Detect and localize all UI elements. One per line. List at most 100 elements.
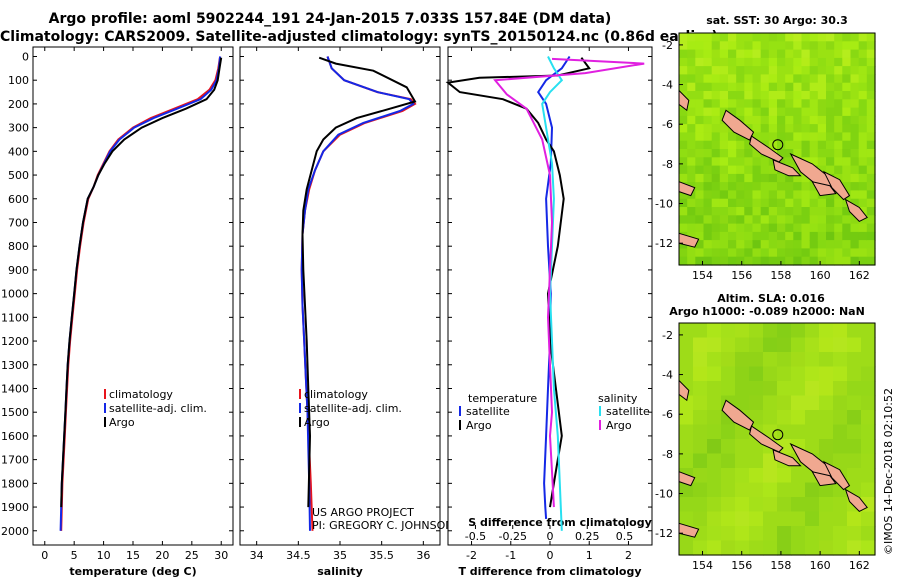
heatmap-cell <box>809 182 819 191</box>
heatmap-cell <box>833 395 848 411</box>
heatmap-cell <box>752 190 762 200</box>
island-land <box>772 449 802 467</box>
heatmap-cell <box>763 323 778 339</box>
heatmap-cell <box>679 140 688 150</box>
heatmap-cell <box>777 323 792 339</box>
heatmap-cell <box>861 395 876 411</box>
heatmap-cell <box>842 74 852 84</box>
heatmap-cell <box>744 49 754 59</box>
heatmap-cell <box>736 223 745 233</box>
heatmap-cell <box>760 207 770 216</box>
heatmap-cell <box>785 173 794 183</box>
heatmap-cell <box>711 190 721 200</box>
map-subtitle: Argo h1000: -0.089 h2000: NaN <box>669 305 865 318</box>
heatmap-cell <box>785 223 794 233</box>
heatmap-cell <box>736 49 745 59</box>
heatmap-cell <box>719 66 729 75</box>
heatmap-cell <box>819 526 834 542</box>
x-axis-label: salinity <box>317 565 363 578</box>
heatmap-cell <box>735 453 750 469</box>
heatmap-cell <box>744 207 754 216</box>
heatmap-cell <box>819 352 834 368</box>
heatmap-cell <box>850 248 860 258</box>
heatmap-cell <box>728 240 737 249</box>
heatmap-cell <box>744 33 754 42</box>
heatmap-cell <box>777 231 786 241</box>
heatmap-cell <box>847 410 862 426</box>
heatmap-cell <box>679 33 688 42</box>
x-tick-label: 25 <box>185 549 199 562</box>
heatmap-cell <box>744 57 754 67</box>
series-line-satellite-adj-clim- <box>300 56 415 531</box>
heatmap-cell <box>842 115 852 125</box>
heatmap-cell <box>736 198 745 208</box>
heatmap-cell <box>760 198 770 208</box>
heatmap-cell <box>866 190 876 200</box>
heatmap-cell <box>679 115 688 125</box>
heatmap-cell <box>858 99 868 109</box>
heatmap-cell <box>763 468 778 484</box>
heatmap-cell <box>866 157 876 167</box>
heatmap-cell <box>736 157 745 167</box>
heatmap-cell <box>819 439 834 455</box>
heatmap-cell <box>866 33 876 42</box>
heatmap-cell <box>866 115 876 125</box>
heatmap-cell <box>826 231 835 241</box>
heatmap-cell <box>777 41 786 51</box>
heatmap-cell <box>801 248 811 258</box>
heatmap-cell <box>866 256 876 266</box>
heatmap-cell <box>785 99 794 109</box>
heatmap-cell <box>858 223 868 233</box>
sla-map-panel: 154 156 158 160 162 -2 -4 -6 -8 -10 -12 Altim. SLA:… <box>655 292 876 572</box>
heatmap-cell <box>693 352 708 368</box>
heatmap-cell <box>768 231 778 241</box>
heatmap-cell <box>707 381 722 397</box>
heatmap-cell <box>693 497 708 513</box>
heatmap-cell <box>866 132 876 142</box>
heatmap-cell <box>752 240 762 249</box>
heatmap-cell <box>763 497 778 513</box>
heatmap-cell <box>695 182 705 191</box>
heatmap-cell <box>819 381 834 397</box>
heatmap-cell <box>777 352 792 368</box>
heatmap-cell <box>826 107 835 117</box>
heatmap-cell <box>687 256 696 266</box>
heatmap-cell <box>858 132 868 142</box>
heatmap-cell <box>847 526 862 542</box>
argo-location-marker <box>772 139 784 151</box>
heatmap-cell <box>858 57 868 67</box>
heatmap-cell <box>752 49 762 59</box>
heatmap-cell <box>695 231 705 241</box>
heatmap-cell <box>785 215 794 225</box>
heatmap-cells <box>679 33 876 266</box>
heatmap-cell <box>768 49 778 59</box>
heatmap-cell <box>777 66 786 75</box>
heatmap-cell <box>687 124 696 133</box>
heatmap-cell <box>847 511 862 527</box>
heatmap-cell <box>744 66 754 75</box>
heatmap-cell <box>693 511 708 527</box>
heatmap-cell <box>850 173 860 183</box>
heatmap-cell <box>785 256 794 266</box>
x-tick-label: 35.5 <box>369 549 394 562</box>
heatmap-cell <box>801 190 811 200</box>
legend-entry: satellite <box>606 405 650 418</box>
heatmap-cell <box>791 540 806 556</box>
heatmap-cell <box>793 41 803 51</box>
x2-tick-label: 0 <box>547 530 554 543</box>
heatmap-cell <box>777 173 786 183</box>
heatmap-cell <box>833 526 848 542</box>
heatmap-cell <box>679 395 694 411</box>
heatmap-cell <box>801 91 811 100</box>
heatmap-cell <box>805 540 820 556</box>
heatmap-cell <box>785 182 794 191</box>
heatmap-cell <box>809 190 819 200</box>
heatmap-cell <box>801 33 811 42</box>
island-land <box>844 198 868 223</box>
heatmap-cell <box>858 231 868 241</box>
heatmap-cell <box>707 497 722 513</box>
heatmap-cell <box>805 337 820 353</box>
x2-tick-label: -0.25 <box>498 530 526 543</box>
heatmap-cell <box>809 115 819 125</box>
heatmap-cell <box>834 49 843 59</box>
